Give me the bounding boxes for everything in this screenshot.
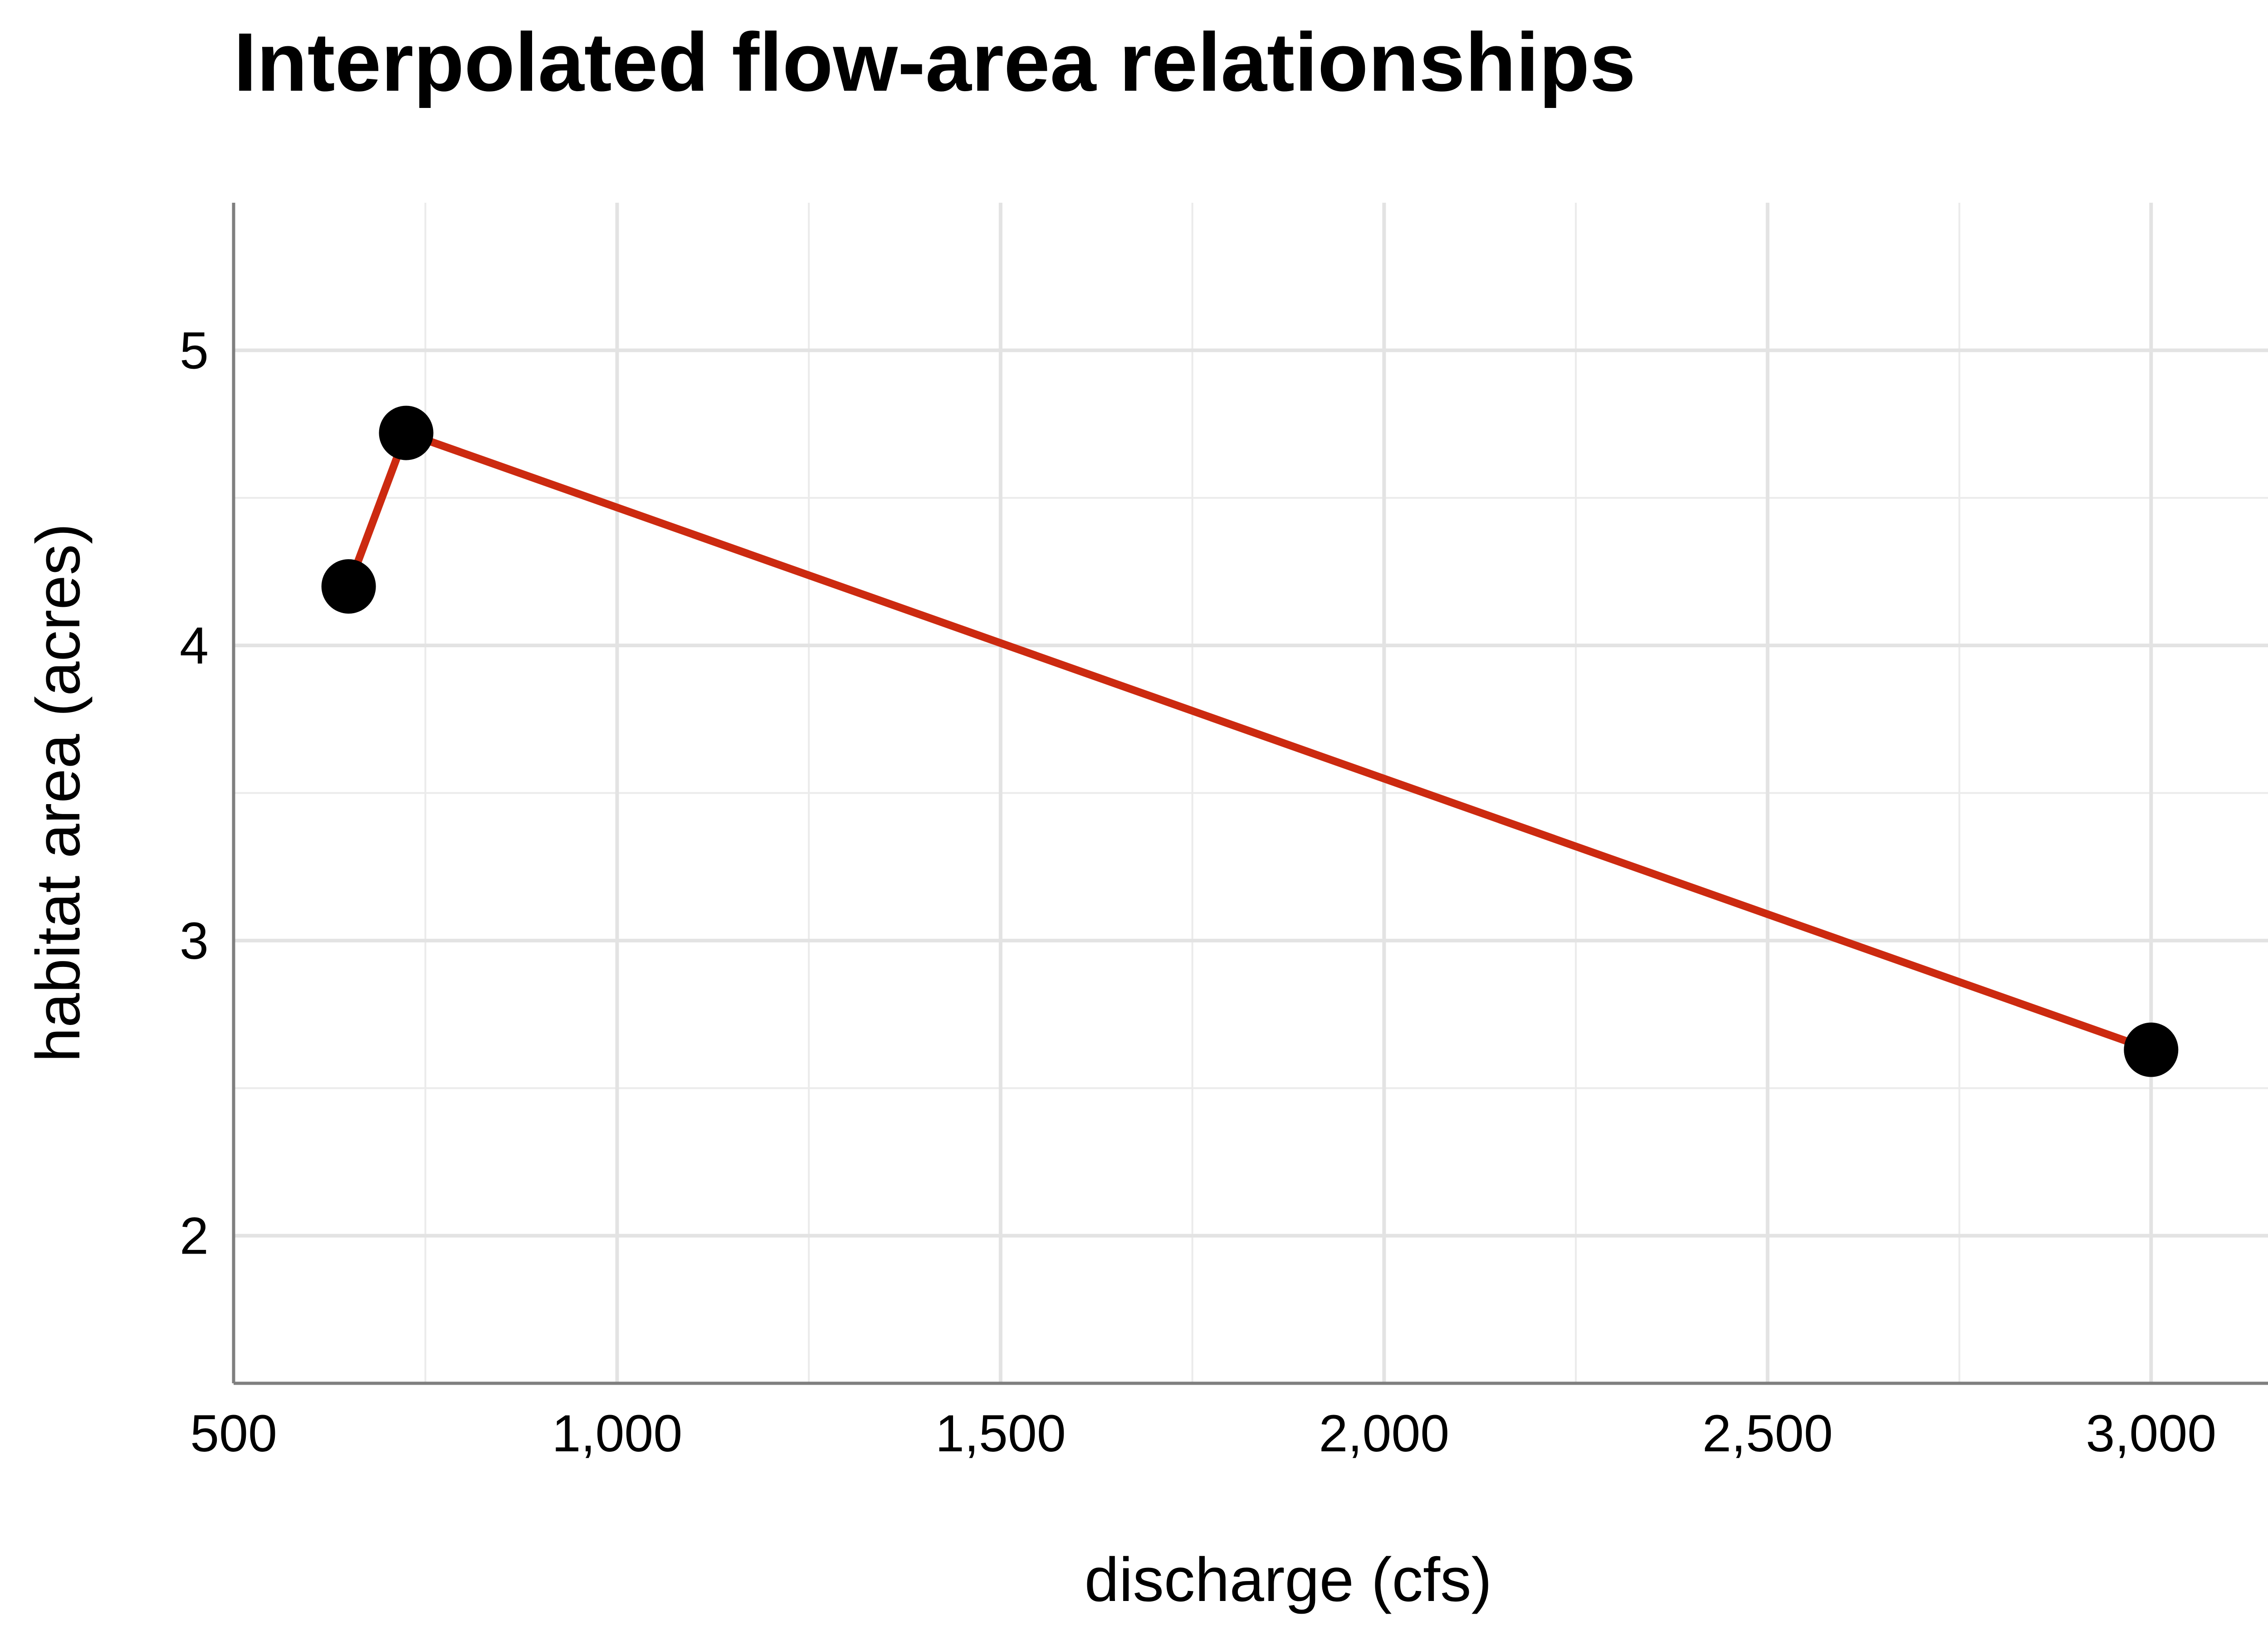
data-point	[321, 559, 376, 614]
y-axis-label: habitat area (acres)	[24, 523, 93, 1062]
data-point	[2124, 1022, 2179, 1077]
y-tick-label: 3	[180, 912, 209, 970]
data-point	[379, 405, 434, 460]
y-tick-label: 4	[180, 617, 209, 675]
x-tick-label: 2,000	[1319, 1405, 1449, 1463]
chart-title: Interpolated flow-area relationships	[234, 15, 1636, 108]
y-tick-labels: 2 3 4 5	[180, 322, 209, 1265]
y-tick-label: 2	[180, 1207, 209, 1265]
series-points	[321, 405, 2179, 1077]
x-tick-label: 500	[190, 1405, 277, 1463]
axes	[232, 203, 2268, 1385]
x-tick-label: 1,500	[935, 1405, 1066, 1463]
y-tick-label: 5	[180, 322, 209, 380]
x-tick-label: 2,500	[1702, 1405, 1833, 1463]
major-gridlines	[234, 203, 2268, 1383]
x-tick-label: 3,000	[2086, 1405, 2216, 1463]
x-axis-label: discharge (cfs)	[1085, 1545, 1492, 1615]
x-tick-labels: 500 1,000 1,500 2,000 2,500 3,000	[190, 1405, 2216, 1463]
x-tick-label: 1,000	[552, 1405, 683, 1463]
